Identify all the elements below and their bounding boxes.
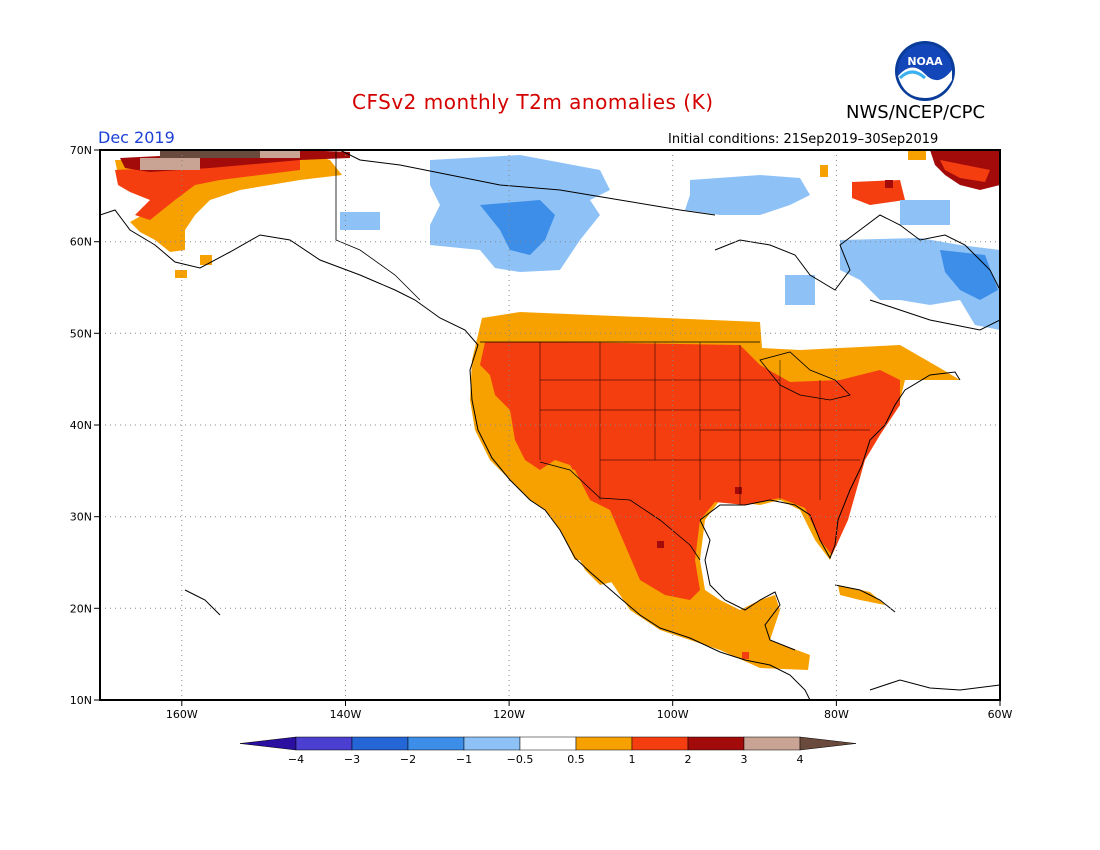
lon-label: 100W (657, 708, 689, 721)
colorbar-box (743, 736, 801, 751)
anomaly-region-lightblue-canada-west-2 (340, 212, 380, 230)
colorbar-box (631, 736, 689, 751)
colorbar-box (351, 736, 409, 751)
anomaly-spot-darkred-baffin (885, 180, 893, 188)
lat-label: 40N (70, 419, 92, 432)
great-lakes (759, 351, 851, 401)
coastline-hudson (714, 214, 1000, 291)
coastline-hawaii (184, 589, 221, 616)
gridlines (100, 150, 1000, 700)
colorbar-label: −1 (456, 753, 472, 766)
longitude-labels: 160W 140W 120W 100W 80W 60W (166, 708, 1013, 721)
anomaly-spot-orange-greenland (908, 150, 926, 160)
coastline-cuba (834, 584, 896, 613)
anomaly-region-tan-alaska (140, 158, 200, 170)
lon-label: 140W (330, 708, 362, 721)
coastline-pacific (100, 209, 811, 700)
anomaly-fields (115, 150, 1000, 670)
colorbar-box (575, 736, 633, 751)
colorbar-box (519, 736, 577, 751)
lat-label: 10N (70, 694, 92, 707)
colorbar-label: 1 (629, 753, 636, 766)
border-alaska-canada (335, 150, 421, 301)
map-title: CFSv2 monthly T2m anomalies (K) (352, 90, 714, 114)
anomaly-region-lightblue-canada-north (685, 175, 810, 215)
coastline-labrador (869, 299, 1000, 331)
colorbar-box (407, 736, 465, 751)
anomaly-region-red-baffin (852, 180, 905, 205)
border-us-mexico (539, 461, 701, 561)
colorbar-arrow-low (239, 736, 297, 751)
colorbar: −4 −3 −2 −1 −0.5 0.5 1 2 3 4 (239, 736, 857, 766)
noaa-logo-text: NOAA (907, 55, 943, 68)
tick-marks (94, 149, 1001, 706)
colorbar-box (687, 736, 745, 751)
anomaly-region-lightblue-baffin (900, 200, 950, 225)
agency-label: NWS/NCEP/CPC (846, 102, 986, 123)
lat-label: 50N (70, 327, 92, 340)
colorbar-label: 3 (741, 753, 748, 766)
coastline-arctic (339, 150, 716, 216)
coastline-southam (869, 679, 1000, 691)
colorbar-label: −0.5 (507, 753, 534, 766)
latitude-labels: 70N 60N 50N 40N 30N 20N 10N (70, 144, 92, 707)
anomaly-spot-orange-aleutian (175, 270, 187, 278)
lat-label: 60N (70, 236, 92, 249)
lon-label: 160W (166, 708, 198, 721)
anomaly-region-orange-baja (540, 465, 620, 585)
anomaly-spot-orange-baffin (820, 165, 828, 177)
coastline-gulf-north (699, 371, 961, 560)
lon-label: 120W (493, 708, 525, 721)
noaa-logo: NOAA (895, 41, 955, 101)
anomaly-region-brown-alaska (160, 150, 260, 158)
anomaly-spot-darkred-3 (742, 652, 749, 659)
anomaly-spot-darkred-2 (657, 541, 664, 548)
anomaly-region-red-alaska (115, 158, 300, 220)
colorbar-label: 0.5 (567, 753, 585, 766)
colorbar-label: −3 (344, 753, 360, 766)
colorbar-box (295, 736, 353, 751)
anomaly-spot-darkred-1 (735, 487, 742, 494)
initial-conditions: Initial conditions: 21Sep2019–30Sep2019 (668, 132, 939, 147)
anomaly-region-red-greenland (940, 160, 990, 182)
anomaly-region-midblue-canada-west (480, 200, 555, 255)
coastline-gulf (699, 519, 796, 651)
anomaly-region-lightblue-hudson (785, 275, 815, 305)
anomaly-region-orange-cuba (838, 585, 885, 605)
lat-label: 20N (70, 602, 92, 615)
lat-label: 30N (70, 511, 92, 524)
coastlines (100, 150, 1000, 700)
lon-label: 60W (988, 708, 1013, 721)
anomaly-spot-orange-aleutian-2 (200, 255, 212, 265)
colorbar-label: 4 (797, 753, 804, 766)
lon-label: 80W (824, 708, 849, 721)
colorbar-label: −4 (288, 753, 304, 766)
colorbar-label: −2 (400, 753, 416, 766)
anomaly-region-midblue-quebec (940, 250, 998, 300)
colorbar-box (463, 736, 521, 751)
anomaly-region-tan-alaska-2 (260, 150, 300, 158)
forecast-month: Dec 2019 (98, 128, 175, 147)
lat-label: 70N (70, 144, 92, 157)
anomaly-region-red-conus (480, 342, 900, 600)
colorbar-label: 2 (685, 753, 692, 766)
colorbar-arrow-high (799, 736, 857, 751)
